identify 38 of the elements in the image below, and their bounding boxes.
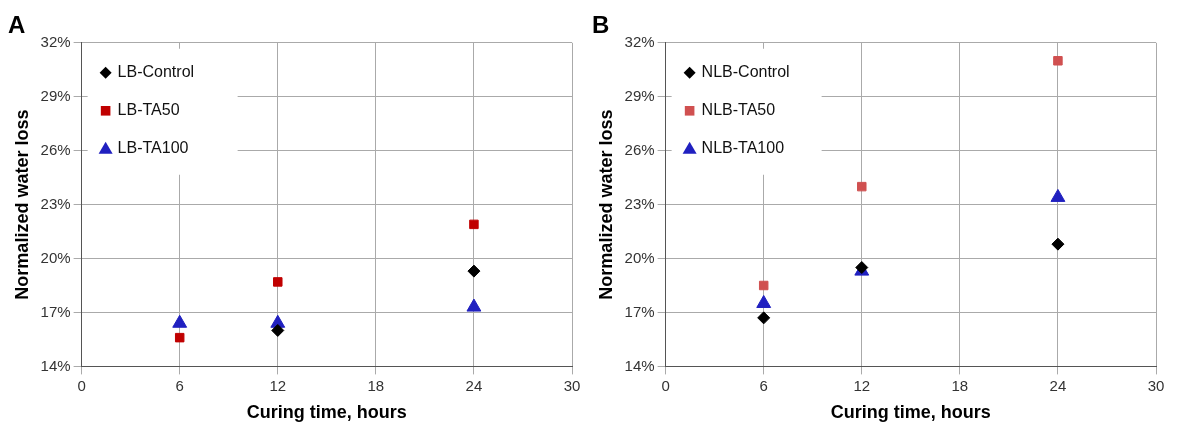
x-tick-label: 18 <box>367 376 385 394</box>
chart-title: A <box>8 11 26 39</box>
x-axis-title: Curing time, hours <box>246 402 407 423</box>
x-tick-label: 6 <box>759 376 768 394</box>
y-tick-label: 23% <box>624 194 655 212</box>
legend-label: NLB-Control <box>701 63 790 81</box>
y-tick-label: 23% <box>40 194 71 212</box>
legend-label: NLB-TA100 <box>701 139 785 157</box>
x-tick-label: 12 <box>269 376 287 394</box>
legend-label: LB-TA100 <box>117 139 189 157</box>
x-tick-label: 24 <box>1049 376 1067 394</box>
y-tick-label: 17% <box>40 302 71 320</box>
legend-label: NLB-TA50 <box>701 101 776 119</box>
x-tick-label: 24 <box>465 376 483 394</box>
y-tick-label: 26% <box>40 140 71 158</box>
x-tick-label: 6 <box>175 376 184 394</box>
y-tick-label: 26% <box>624 140 655 158</box>
y-tick-label: 17% <box>624 302 655 320</box>
chart-title: B <box>592 11 610 39</box>
x-tick-label: 18 <box>951 376 969 394</box>
x-axis-title: Curing time, hours <box>830 402 991 423</box>
x-tick-label: 30 <box>1147 376 1165 394</box>
x-tick-label: 30 <box>563 376 581 394</box>
x-tick-label: 0 <box>661 376 670 394</box>
x-tick-label: 0 <box>77 376 86 394</box>
y-tick-label: 20% <box>624 248 655 266</box>
x-tick-label: 12 <box>853 376 871 394</box>
y-tick-label: 32% <box>40 32 71 50</box>
y-axis-title: Normalized water loss <box>595 109 616 300</box>
legend-label: LB-Control <box>117 63 195 81</box>
y-tick-label: 32% <box>624 32 655 50</box>
legend-label: LB-TA50 <box>117 101 180 119</box>
y-tick-label: 29% <box>40 86 71 104</box>
y-tick-label: 14% <box>624 356 655 374</box>
y-axis-title: Normalized water loss <box>11 109 32 300</box>
y-tick-label: 14% <box>40 356 71 374</box>
y-tick-label: 20% <box>40 248 71 266</box>
y-tick-label: 29% <box>624 86 655 104</box>
